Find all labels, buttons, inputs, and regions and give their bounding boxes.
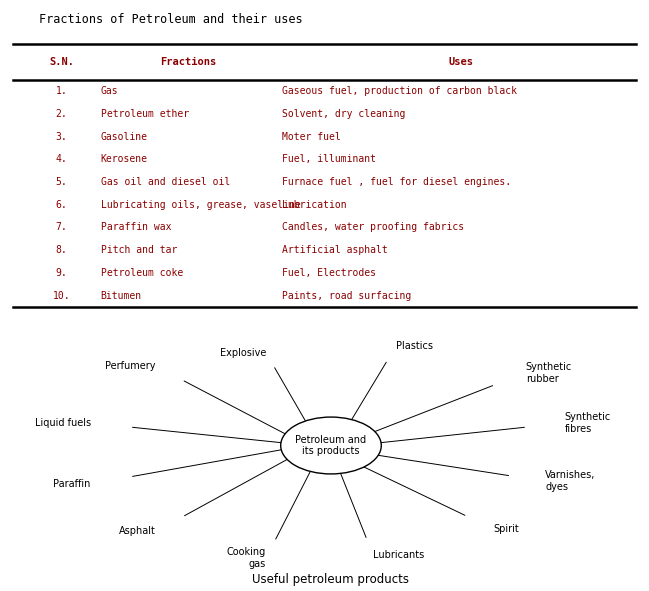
Text: Furnace fuel , fuel for diesel engines.: Furnace fuel , fuel for diesel engines. — [282, 177, 511, 187]
Text: Plastics: Plastics — [396, 341, 433, 351]
Text: Moter fuel: Moter fuel — [282, 132, 341, 142]
Text: 1.: 1. — [56, 86, 67, 96]
Text: Asphalt: Asphalt — [119, 527, 156, 537]
Text: S.N.: S.N. — [49, 57, 74, 67]
Text: Fractions of Petroleum and their uses: Fractions of Petroleum and their uses — [39, 12, 302, 25]
Text: Paints, road surfacing: Paints, road surfacing — [282, 291, 411, 301]
Text: Gas oil and diesel oil: Gas oil and diesel oil — [101, 177, 230, 187]
Text: Useful petroleum products: Useful petroleum products — [252, 573, 410, 586]
Text: Petroleum coke: Petroleum coke — [101, 268, 183, 278]
Text: Kerosene: Kerosene — [101, 154, 147, 164]
Text: Gaseous fuel, production of carbon black: Gaseous fuel, production of carbon black — [282, 86, 517, 96]
Text: Petroleum ether: Petroleum ether — [101, 109, 189, 119]
Text: Fuel, Electrodes: Fuel, Electrodes — [282, 268, 376, 278]
Text: Perfumery: Perfumery — [105, 361, 156, 371]
Text: Lubricating oils, grease, vaseline: Lubricating oils, grease, vaseline — [101, 200, 300, 210]
Text: Paraffin wax: Paraffin wax — [101, 222, 171, 232]
Text: 5.: 5. — [56, 177, 67, 187]
Text: Paraffin: Paraffin — [53, 479, 91, 489]
Text: 8.: 8. — [56, 245, 67, 255]
Text: Artificial asphalt: Artificial asphalt — [282, 245, 388, 255]
Text: Gasoline: Gasoline — [101, 132, 147, 142]
Text: Fractions: Fractions — [160, 57, 216, 67]
Text: 6.: 6. — [56, 200, 67, 210]
Text: 2.: 2. — [56, 109, 67, 119]
Text: Explosive: Explosive — [220, 348, 266, 358]
Text: Synthetic
fibres: Synthetic fibres — [565, 412, 611, 434]
Text: Fuel, illuminant: Fuel, illuminant — [282, 154, 376, 164]
Text: 7.: 7. — [56, 222, 67, 232]
Text: Petroleum and
its products: Petroleum and its products — [295, 435, 367, 456]
Text: Lubrication: Lubrication — [282, 200, 347, 210]
Text: Candles, water proofing fabrics: Candles, water proofing fabrics — [282, 222, 465, 232]
Text: Uses: Uses — [448, 57, 473, 67]
Text: 4.: 4. — [56, 154, 67, 164]
Ellipse shape — [280, 417, 382, 474]
Text: Bitumen: Bitumen — [101, 291, 141, 301]
Text: Lubricants: Lubricants — [373, 550, 424, 560]
Text: 9.: 9. — [56, 268, 67, 278]
Text: Gas: Gas — [101, 86, 118, 96]
Text: 10.: 10. — [53, 291, 71, 301]
Text: Cooking
gas: Cooking gas — [227, 547, 266, 569]
Text: Varnishes,
dyes: Varnishes, dyes — [545, 470, 596, 492]
Text: Pitch and tar: Pitch and tar — [101, 245, 177, 255]
Text: Solvent, dry cleaning: Solvent, dry cleaning — [282, 109, 406, 119]
Text: Synthetic
rubber: Synthetic rubber — [526, 362, 572, 384]
Text: Liquid fuels: Liquid fuels — [35, 418, 91, 428]
Text: Spirit: Spirit — [493, 524, 519, 534]
Text: 3.: 3. — [56, 132, 67, 142]
